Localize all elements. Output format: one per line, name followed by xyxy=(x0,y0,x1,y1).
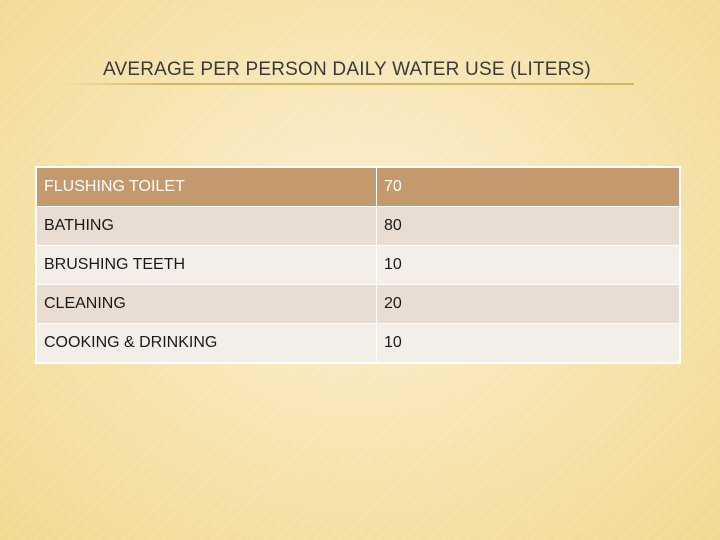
slide-title-area: AVERAGE PER PERSON DAILY WATER USE (LITE… xyxy=(60,58,634,82)
title-underline xyxy=(60,83,634,85)
table-row: CLEANING 20 xyxy=(36,284,680,324)
header-activity-cell: FLUSHING TOILET xyxy=(36,167,377,207)
table-row: BATHING 80 xyxy=(36,206,680,246)
liters-cell: 80 xyxy=(376,206,680,246)
activity-cell: BATHING xyxy=(36,206,377,246)
table-row: COOKING & DRINKING 10 xyxy=(36,323,680,363)
water-use-grid: FLUSHING TOILET 70 BATHING 80 BRUSHING T… xyxy=(36,167,680,363)
liters-cell: 10 xyxy=(376,245,680,285)
table-header-row: FLUSHING TOILET 70 xyxy=(36,167,680,207)
liters-cell: 20 xyxy=(376,284,680,324)
liters-cell: 10 xyxy=(376,323,680,363)
activity-cell: CLEANING xyxy=(36,284,377,324)
activity-cell: BRUSHING TEETH xyxy=(36,245,377,285)
water-use-table: FLUSHING TOILET 70 BATHING 80 BRUSHING T… xyxy=(35,166,681,364)
table-row: BRUSHING TEETH 10 xyxy=(36,245,680,285)
slide-title: AVERAGE PER PERSON DAILY WATER USE (LITE… xyxy=(103,59,591,80)
header-liters-cell: 70 xyxy=(376,167,680,207)
activity-cell: COOKING & DRINKING xyxy=(36,323,377,363)
